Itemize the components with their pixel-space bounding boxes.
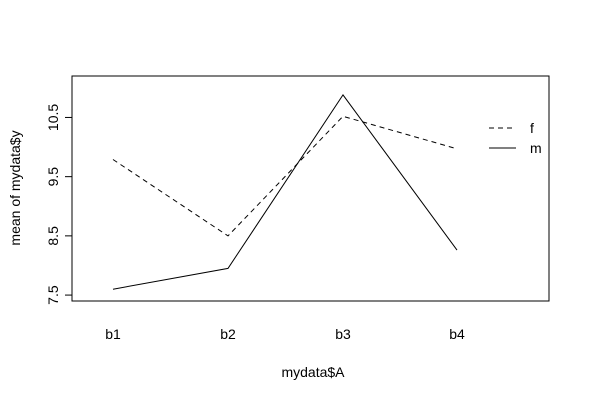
y-axis-ticks: 7.5 8.5 9.5 10.5 [45, 104, 72, 305]
legend: fm [489, 120, 542, 156]
x-axis-ticks: b1 b2 b3 b4 [105, 326, 465, 342]
y-axis-label: mean of mydata$y [7, 130, 23, 245]
series-lines [112, 94, 458, 290]
series-line-f [112, 115, 458, 237]
series-line-m [112, 94, 458, 290]
x-tick-label: b4 [449, 326, 465, 342]
x-axis-label: mydata$A [281, 364, 345, 380]
y-tick-label: 8.5 [45, 226, 61, 246]
legend-label-f: f [530, 120, 534, 136]
legend-label-m: m [530, 140, 542, 156]
plot-frame [71, 75, 550, 302]
x-tick-label: b1 [105, 326, 121, 342]
x-tick-label: b2 [220, 326, 236, 342]
y-tick-label: 9.5 [45, 167, 61, 187]
x-tick-label: b3 [335, 326, 351, 342]
y-tick-label: 10.5 [45, 104, 61, 131]
y-tick-label: 7.5 [45, 285, 61, 305]
